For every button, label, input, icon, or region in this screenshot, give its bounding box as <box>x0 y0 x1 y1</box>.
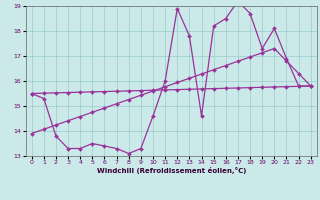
X-axis label: Windchill (Refroidissement éolien,°C): Windchill (Refroidissement éolien,°C) <box>97 167 246 174</box>
